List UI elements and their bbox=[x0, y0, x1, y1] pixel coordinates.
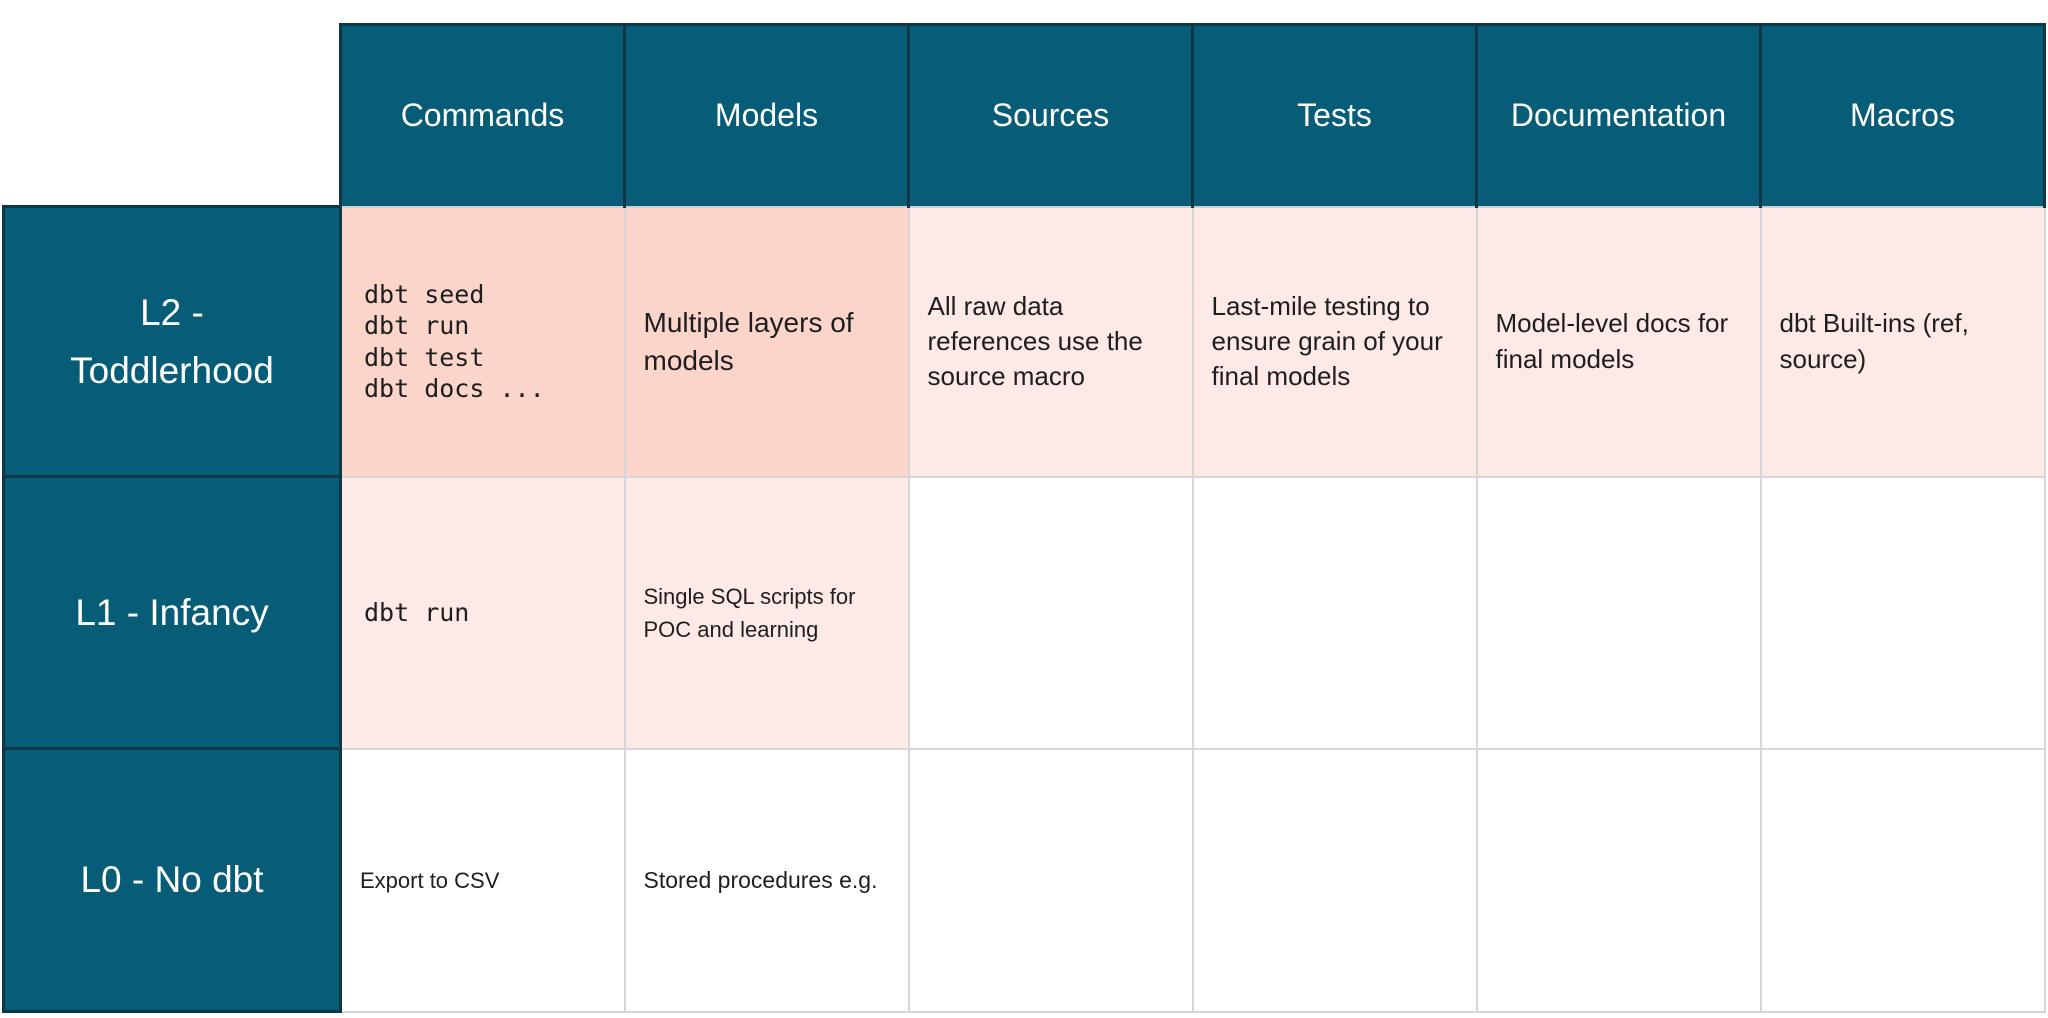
cell-l1-commands: dbt run bbox=[339, 475, 626, 750]
col-header-sources: Sources bbox=[907, 23, 1194, 208]
cell-l0-sources bbox=[907, 747, 1194, 1013]
col-header-tests: Tests bbox=[1191, 23, 1478, 208]
cell-l1-tests bbox=[1191, 475, 1478, 750]
cell-l2-documentation: Model-level docs for final models bbox=[1475, 205, 1762, 478]
row-l2-toddlerhood: L2 - Toddlerhood dbt seed dbt run dbt te… bbox=[2, 205, 2046, 478]
row-header-l1: L1 - Infancy bbox=[2, 475, 342, 750]
cell-l2-models: Multiple layers of models bbox=[623, 205, 910, 478]
cell-l0-commands: Export to CSV bbox=[339, 747, 626, 1013]
cell-l0-documentation bbox=[1475, 747, 1762, 1013]
header-row: Commands Models Sources Tests Documentat… bbox=[4, 23, 2046, 208]
cell-l0-models: Stored procedures e.g. bbox=[623, 747, 910, 1013]
cell-l2-tests: Last-mile testing to ensure grain of you… bbox=[1191, 205, 1478, 478]
cell-l2-sources: All raw data references use the source m… bbox=[907, 205, 1194, 478]
row-l1-infancy: L1 - Infancy dbt run Single SQL scripts … bbox=[2, 475, 2046, 750]
row-header-l0: L0 - No dbt bbox=[2, 747, 342, 1013]
dbt-maturity-table: Commands Models Sources Tests Documentat… bbox=[2, 23, 2046, 1013]
corner-cell bbox=[4, 25, 341, 207]
cell-l1-documentation bbox=[1475, 475, 1762, 750]
col-header-commands: Commands bbox=[339, 23, 626, 208]
cell-l2-commands: dbt seed dbt run dbt test dbt docs ... bbox=[339, 205, 626, 478]
cell-l1-sources bbox=[907, 475, 1194, 750]
cell-l0-tests bbox=[1191, 747, 1478, 1013]
col-header-documentation: Documentation bbox=[1475, 23, 1762, 208]
col-header-models: Models bbox=[623, 23, 910, 208]
cell-l2-macros: dbt Built-ins (ref, source) bbox=[1759, 205, 2046, 478]
cell-l1-models: Single SQL scripts for POC and learning bbox=[623, 475, 910, 750]
cell-l1-macros bbox=[1759, 475, 2046, 750]
col-header-macros: Macros bbox=[1759, 23, 2046, 208]
cell-l0-macros bbox=[1759, 747, 2046, 1013]
row-header-l2: L2 - Toddlerhood bbox=[2, 205, 342, 478]
row-l0-no-dbt: L0 - No dbt Export to CSV Stored procedu… bbox=[2, 747, 2046, 1013]
